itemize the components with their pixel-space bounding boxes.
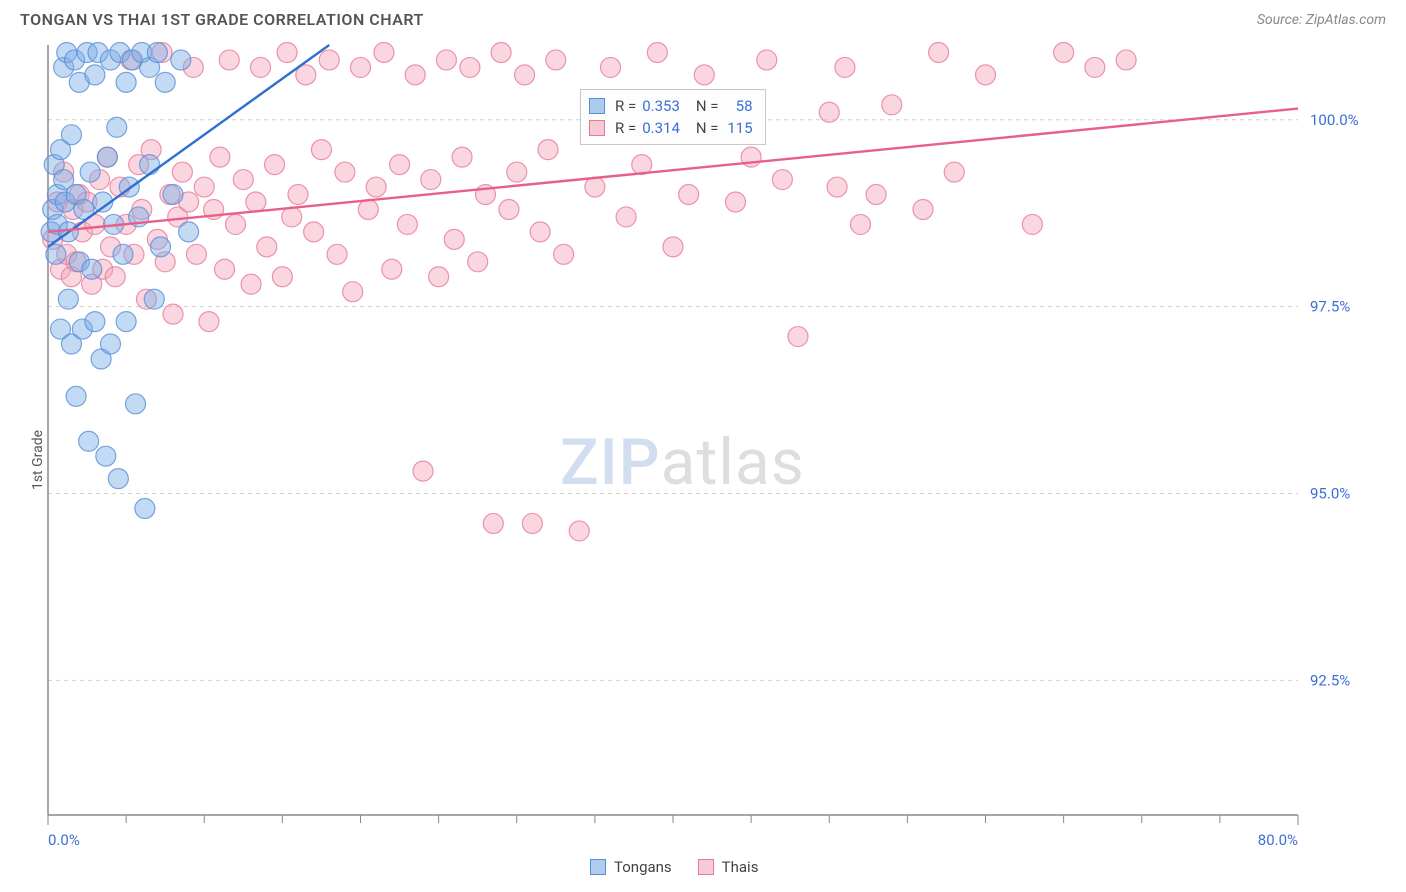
legend-label-tongans: Tongans [614, 858, 672, 876]
legend-item-tongans: Tongans [590, 858, 672, 876]
svg-text:95.0%: 95.0% [1310, 485, 1350, 503]
source-label: Source: ZipAtlas.com [1257, 12, 1386, 28]
swatch-thais-icon [589, 120, 605, 136]
series-legend: Tongans Thais [590, 858, 758, 876]
stats-row-thais: R = 0.314 N = 115 [589, 117, 753, 139]
swatch-tongans-icon [589, 98, 605, 114]
n-value-thais: 115 [725, 119, 753, 137]
n-value-tongans: 58 [725, 97, 753, 115]
stats-row-tongans: R = 0.353 N = 58 [589, 95, 753, 117]
correlation-stats-box: R = 0.353 N = 58 R = 0.314 N = 115 [580, 89, 766, 145]
swatch-thais-icon [698, 859, 714, 875]
r-value-thais: 0.314 [642, 119, 680, 137]
svg-text:92.5%: 92.5% [1310, 671, 1350, 689]
n-label: N = [696, 119, 719, 137]
svg-text:97.5%: 97.5% [1310, 298, 1350, 316]
swatch-tongans-icon [590, 859, 606, 875]
svg-text:80.0%: 80.0% [1258, 831, 1298, 849]
chart-container: 1st Grade 92.5% 95.0% 97.5% 100.0% 0.0% 80.0%… [0, 35, 1406, 885]
svg-text:0.0%: 0.0% [48, 831, 80, 849]
r-label: R = [615, 97, 636, 115]
scatter-chart: 92.5% 95.0% 97.5% 100.0% 0.0% 80.0% [0, 35, 1406, 855]
y-axis-label: 1st Grade [30, 430, 46, 490]
svg-text:100.0%: 100.0% [1310, 111, 1359, 129]
n-label: N = [696, 97, 719, 115]
chart-title: TONGAN VS THAI 1ST GRADE CORRELATION CHA… [20, 10, 424, 29]
title-bar: TONGAN VS THAI 1ST GRADE CORRELATION CHA… [0, 0, 1406, 35]
legend-item-thais: Thais [698, 858, 759, 876]
r-label: R = [615, 119, 636, 137]
r-value-tongans: 0.353 [642, 97, 680, 115]
legend-label-thais: Thais [722, 858, 759, 876]
